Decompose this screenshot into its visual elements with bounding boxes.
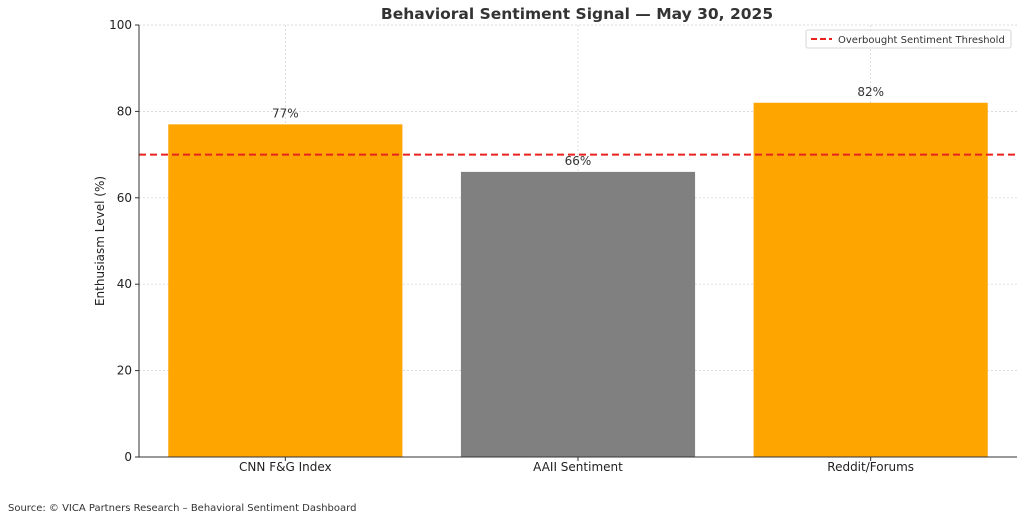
x-tick-label: Reddit/Forums: [827, 460, 914, 474]
y-tick-label: 80: [117, 104, 132, 118]
y-tick-label: 100: [109, 18, 132, 32]
data-label: 77%: [272, 106, 299, 120]
x-tick-label: CNN F&G Index: [239, 460, 332, 474]
bar: [753, 102, 988, 457]
x-tick-label: AAII Sentiment: [533, 460, 623, 474]
legend-box: [805, 29, 1012, 49]
bar: [460, 171, 696, 457]
legend-threshold-label: Overbought Sentiment Threshold: [838, 35, 1005, 46]
y-tick-label: 60: [117, 191, 132, 205]
source-note: Source: © VICA Partners Research – Behav…: [8, 503, 357, 514]
tick-labels: 0 20 40 60 80 100 CNN F&G Index AAII Sentiment R…: [109, 18, 914, 474]
y-tick-label: 40: [117, 277, 132, 291]
bars: [168, 102, 988, 458]
legend: Overbought Sentiment Threshold: [805, 29, 1012, 49]
y-tick-label: 0: [124, 450, 132, 464]
data-label: 66%: [565, 154, 592, 168]
bar: [168, 124, 403, 458]
chart-title: Behavioral Sentiment Signal — May 30, 20…: [381, 5, 773, 23]
data-label: 82%: [857, 85, 884, 99]
y-axis-label: Enthusiasm Level (%): [93, 176, 107, 306]
y-tick-label: 20: [117, 364, 132, 378]
data-labels: 77% 66% 82%: [272, 85, 884, 168]
